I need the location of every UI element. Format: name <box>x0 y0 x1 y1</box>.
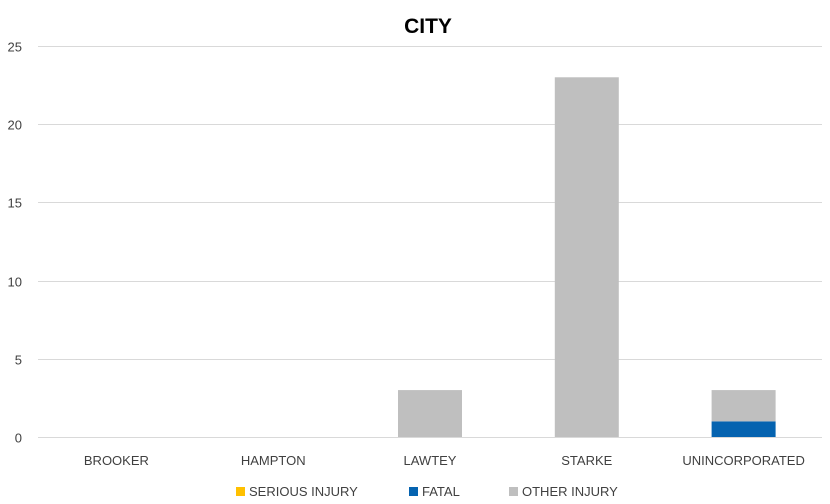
y-tick-label: 25 <box>8 40 22 55</box>
x-tick-label: BROOKER <box>84 453 149 468</box>
gridlines <box>38 46 822 438</box>
legend-label: SERIOUS INJURY <box>249 484 358 499</box>
bar-fatal <box>711 421 776 437</box>
x-tick-label: STARKE <box>561 453 612 468</box>
legend-swatch <box>236 487 245 496</box>
legend-swatch <box>509 487 518 496</box>
y-tick-label: 15 <box>8 196 22 211</box>
y-tick-label: 20 <box>8 118 22 133</box>
chart-title: CITY <box>404 15 452 38</box>
bar-other-injury <box>711 390 776 422</box>
y-tick-label: 5 <box>15 353 22 368</box>
bar-other-injury <box>398 390 462 437</box>
bars <box>398 77 776 437</box>
x-tick-label: LAWTEY <box>404 453 457 468</box>
x-tick-label: HAMPTON <box>241 453 306 468</box>
legend-label: FATAL <box>422 484 460 499</box>
y-axis-ticks: 0 5 10 15 20 25 <box>8 40 22 446</box>
legend: SERIOUS INJURY FATAL OTHER INJURY <box>236 484 618 499</box>
y-tick-label: 0 <box>15 431 22 446</box>
x-axis-categories: BROOKER HAMPTON LAWTEY STARKE UNINCORPORATED <box>84 453 805 468</box>
bar-other-injury <box>554 77 619 437</box>
legend-label: OTHER INJURY <box>522 484 618 499</box>
y-tick-label: 10 <box>8 275 22 290</box>
x-tick-label: UNINCORPORATED <box>682 453 805 468</box>
legend-swatch <box>409 487 418 496</box>
